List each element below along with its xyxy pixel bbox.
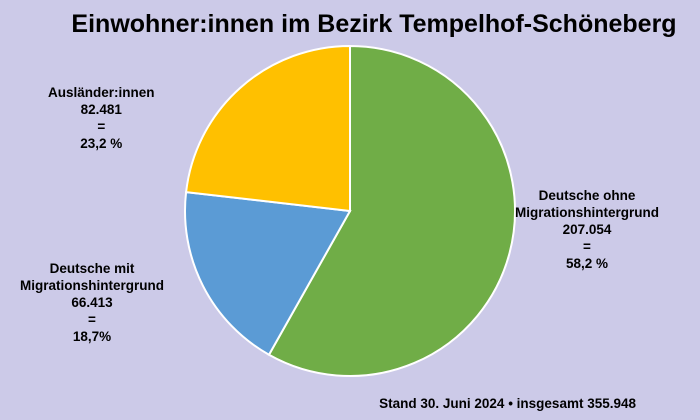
slice-name-line: Ausländer:innen [48,85,155,100]
chart-title: Einwohner:innen im Bezirk Tempelhof-Schö… [71,10,677,38]
slice-label-deutsche-ohne: Deutsche ohne Migrationshintergrund 207.… [515,187,659,272]
slice-name-line: Deutsche mit [49,261,135,276]
slice-name-line: Deutsche ohne [538,188,636,203]
slice-equals: = [88,312,96,327]
slice-equals: = [97,119,106,134]
slice-equals: = [583,239,591,254]
slice-value: 82.481 [80,102,122,117]
slice-label-deutsche-mit: Deutsche mit Migrationshintergrund 66.41… [20,260,164,345]
pie-slice-deutsche-mit [184,190,352,357]
pie-slice-deutsche-ohne [267,44,516,377]
slice-label-auslaender: Ausländer:innen 82.481 = 23,2 % [48,84,155,152]
slice-name-line: Migrationshintergrund [20,278,164,293]
slice-percent: 58,2 % [565,256,609,271]
chart-footer: Stand 30. Juni 2024 • insgesamt 355.948 [379,396,636,411]
slice-value: 207.054 [562,222,612,237]
slice-value: 66.413 [71,295,113,310]
slice-name-line: Migrationshintergrund [515,205,659,220]
slice-percent: 18,7% [72,329,112,344]
pie-slice-auslaender [184,44,351,213]
slice-percent: 23,2 % [80,136,123,151]
